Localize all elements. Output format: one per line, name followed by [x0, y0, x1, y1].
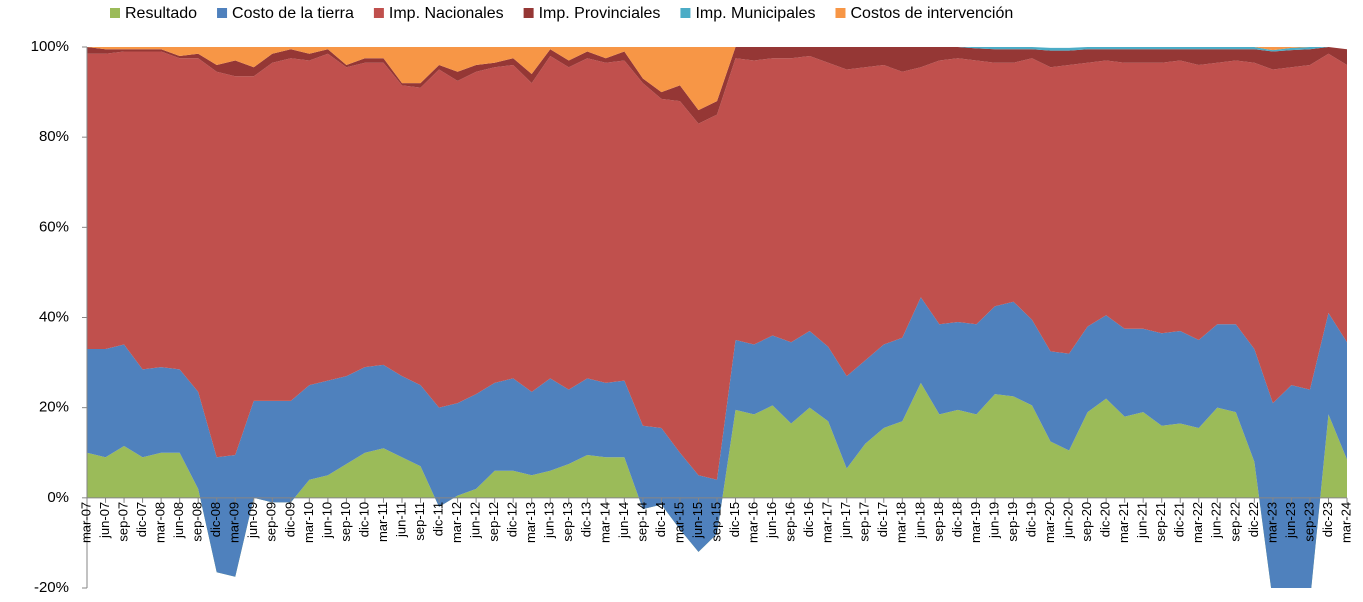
- x-tick-label: sep-21: [1153, 502, 1168, 542]
- x-tick-label: jun-23: [1283, 502, 1298, 539]
- x-tick-label: jun-17: [838, 502, 853, 539]
- x-tick-label: mar-16: [745, 502, 760, 543]
- x-tick-label: mar-09: [227, 502, 242, 543]
- x-tick-label: sep-09: [264, 502, 279, 542]
- x-tick-label: dic-17: [875, 502, 890, 537]
- x-tick-label: dic-20: [1098, 502, 1113, 537]
- x-tick-label: jun-09: [245, 502, 260, 539]
- x-tick-label: dic-10: [356, 502, 371, 537]
- x-tick-label: dic-18: [949, 502, 964, 537]
- x-tick-label: jun-10: [319, 502, 334, 539]
- y-tick-label: 60%: [39, 218, 69, 235]
- x-tick-label: dic-08: [208, 502, 223, 537]
- x-tick-label: jun-16: [764, 502, 779, 539]
- x-tick-label: mar-15: [671, 502, 686, 543]
- y-tick-label: 40%: [39, 308, 69, 325]
- x-tick-label: mar-20: [1042, 502, 1057, 543]
- x-tick-label: sep-12: [486, 502, 501, 542]
- x-tick-label: dic-19: [1023, 502, 1038, 537]
- x-tick-label: sep-10: [338, 502, 353, 542]
- legend-swatch: [680, 8, 691, 18]
- legend-label: Costo de la tierra: [232, 5, 354, 22]
- x-tick-label: sep-07: [115, 502, 130, 542]
- legend-swatch: [523, 8, 534, 18]
- x-tick-label: dic-09: [282, 502, 297, 537]
- x-tick-label: dic-23: [1320, 502, 1335, 537]
- x-tick-label: mar-24: [1338, 502, 1353, 543]
- legend-swatch: [217, 8, 228, 18]
- x-tick-label: dic-15: [727, 502, 742, 537]
- x-tick-label: jun-20: [1060, 502, 1075, 539]
- x-tick-label: mar-17: [820, 502, 835, 543]
- x-tick-label: mar-07: [78, 502, 93, 543]
- legend-label: Imp. Nacionales: [389, 5, 504, 22]
- x-tick-label: sep-16: [783, 502, 798, 542]
- plot-area: [87, 47, 1347, 588]
- legend-swatch: [835, 8, 846, 18]
- legend-label: Imp. Municipales: [695, 5, 815, 22]
- area: [87, 47, 1347, 111]
- x-tick-label: sep-23: [1301, 502, 1316, 542]
- x-tick-label: mar-18: [894, 502, 909, 543]
- x-tick-label: dic-07: [134, 502, 149, 537]
- x-tick-label: dic-13: [579, 502, 594, 537]
- x-tick-label: jun-19: [986, 502, 1001, 539]
- x-tick-label: mar-13: [523, 502, 538, 543]
- legend-label: Resultado: [125, 5, 197, 22]
- legend-label: Imp. Provinciales: [539, 5, 661, 22]
- x-tick-label: jun-12: [468, 502, 483, 539]
- y-tick-label: 80%: [39, 128, 69, 145]
- area: [87, 382, 1347, 588]
- x-tick-label: sep-19: [1005, 502, 1020, 542]
- x-tick-label: jun-13: [542, 502, 557, 539]
- x-tick-label: mar-22: [1190, 502, 1205, 543]
- x-tick-label: dic-11: [430, 502, 445, 536]
- legend-label: Costos de intervención: [850, 5, 1013, 22]
- x-tick-label: jun-21: [1135, 502, 1150, 539]
- x-tick-label: dic-22: [1246, 502, 1261, 537]
- x-tick-label: sep-11: [412, 502, 427, 541]
- legend-swatch: [110, 8, 120, 18]
- x-tick-label: mar-12: [449, 502, 464, 543]
- x-tick-label: mar-21: [1116, 502, 1131, 543]
- x-tick-label: sep-22: [1227, 502, 1242, 542]
- x-tick-label: sep-18: [931, 502, 946, 542]
- x-tick-label: sep-13: [560, 502, 575, 542]
- x-tick-label: sep-17: [857, 502, 872, 542]
- x-tick-label: jun-22: [1209, 502, 1224, 539]
- x-tick-label: sep-08: [190, 502, 205, 542]
- y-tick-label: 0%: [47, 489, 69, 506]
- x-tick-label: dic-12: [505, 502, 520, 537]
- x-tick-label: dic-14: [653, 502, 668, 537]
- x-tick-label: mar-11: [375, 502, 390, 542]
- y-tick-label: -20%: [34, 579, 69, 596]
- area: [87, 51, 1347, 480]
- area: [87, 297, 1347, 588]
- x-tick-label: jun-14: [616, 502, 631, 539]
- x-tick-label: sep-14: [634, 502, 649, 542]
- x-tick-label: mar-23: [1264, 502, 1279, 543]
- x-tick-label: jun-18: [912, 502, 927, 539]
- y-tick-label: 100%: [31, 38, 69, 55]
- x-tick-label: jun-07: [97, 502, 112, 539]
- x-tick-label: dic-21: [1172, 502, 1187, 537]
- x-tick-label: mar-10: [301, 502, 316, 543]
- area: [87, 47, 1347, 124]
- x-tick-label: mar-14: [597, 502, 612, 543]
- y-tick-label: 20%: [39, 399, 69, 416]
- legend-swatch: [373, 8, 384, 18]
- x-tick-label: jun-11: [393, 502, 408, 538]
- x-tick-label: sep-15: [708, 502, 723, 542]
- x-tick-label: sep-20: [1079, 502, 1094, 542]
- x-tick-label: mar-19: [968, 502, 983, 543]
- x-tick-label: jun-08: [171, 502, 186, 539]
- x-tick-label: dic-16: [801, 502, 816, 537]
- x-tick-label: mar-08: [153, 502, 168, 543]
- x-tick-label: jun-15: [690, 502, 705, 539]
